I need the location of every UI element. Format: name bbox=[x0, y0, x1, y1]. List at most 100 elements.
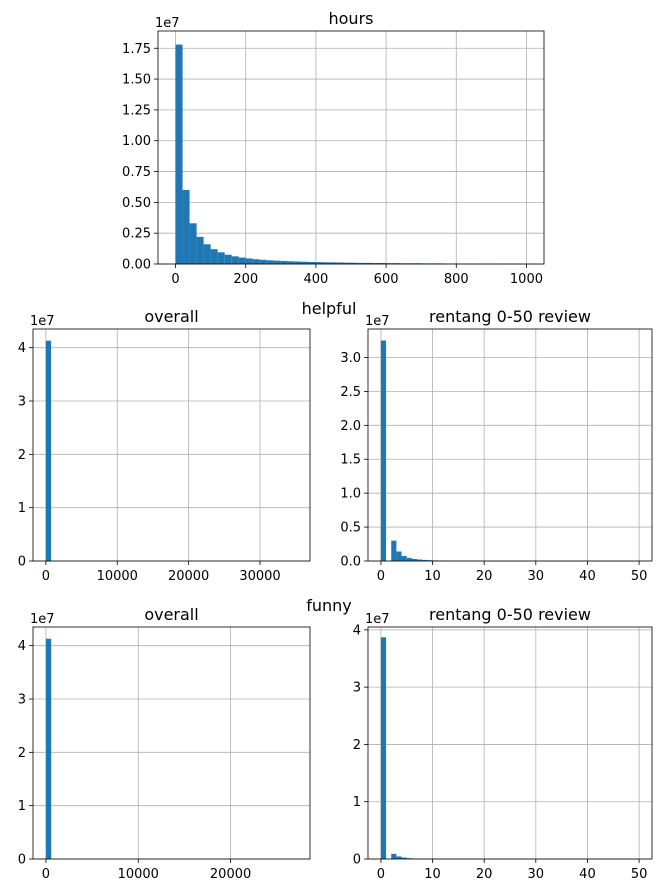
suptitle-helpful: helpful bbox=[302, 299, 357, 318]
y-tick-label: 4 bbox=[18, 341, 26, 356]
y-tick-label: 1 bbox=[353, 795, 361, 810]
chart-panels: 0 200 400 600 800 10000.000.250.500.751.001.2… bbox=[18, 9, 653, 882]
chart-title: overall bbox=[144, 605, 198, 624]
histogram-bar bbox=[315, 262, 323, 264]
plot-frame bbox=[157, 30, 545, 265]
chart-title: overall bbox=[144, 307, 198, 326]
histogram-bar bbox=[329, 262, 337, 264]
y-tick-label: 1.25 bbox=[122, 103, 151, 118]
histogram-bar bbox=[287, 261, 295, 264]
x-tick-label: 0 bbox=[377, 867, 385, 882]
histogram-bar bbox=[396, 856, 402, 859]
x-tick-label: 40 bbox=[579, 867, 596, 882]
x-tick-label: 600 bbox=[374, 272, 399, 287]
histogram-bar bbox=[266, 260, 274, 264]
y-tick-label: 3 bbox=[18, 395, 26, 410]
y-offset-label: 1e7 bbox=[365, 314, 390, 329]
y-tick-label: 4 bbox=[353, 623, 361, 638]
histogram-bar bbox=[238, 257, 246, 264]
x-tick-label: 0 bbox=[42, 569, 50, 584]
plot-frame bbox=[367, 626, 653, 860]
x-tick-label: 10000 bbox=[118, 867, 159, 882]
chart-helpful-overall: 0 10000 20000 30000 0 1 2 3 4 1e7 overall bbox=[18, 307, 311, 584]
y-tick-label: 4 bbox=[18, 639, 26, 654]
y-tick-label: 0.00 bbox=[122, 258, 151, 273]
x-tick-label: 0 bbox=[42, 867, 50, 882]
histogram-bar bbox=[393, 263, 401, 264]
y-offset-label: 1e7 bbox=[30, 314, 55, 329]
histogram-bar bbox=[372, 263, 380, 264]
y-offset-label: 1e7 bbox=[155, 16, 180, 31]
histogram-bar bbox=[322, 262, 330, 264]
x-tick-label: 20000 bbox=[168, 569, 209, 584]
y-tick-label: 2.0 bbox=[340, 419, 361, 434]
histogram-bar bbox=[273, 260, 281, 264]
y-tick-label: 1.5 bbox=[340, 453, 361, 468]
plot-frame bbox=[367, 328, 653, 562]
x-tick-label: 30 bbox=[528, 867, 545, 882]
y-tick-label: 0.25 bbox=[122, 227, 151, 242]
chart-title: rentang 0-50 review bbox=[429, 605, 591, 624]
y-tick-label: 2 bbox=[18, 448, 26, 463]
histogram-bar bbox=[308, 262, 316, 264]
x-tick-label: 200 bbox=[233, 272, 258, 287]
y-tick-label: 3 bbox=[18, 693, 26, 708]
histogram-bar bbox=[203, 244, 211, 264]
histogram-bar bbox=[427, 560, 433, 561]
x-tick-label: 0 bbox=[171, 272, 179, 287]
x-tick-label: 800 bbox=[444, 272, 469, 287]
y-tick-label: 0.50 bbox=[122, 196, 151, 211]
histogram-bar bbox=[182, 190, 190, 264]
x-tick-label: 10 bbox=[424, 569, 441, 584]
histogram-bar bbox=[386, 263, 394, 264]
y-tick-label: 1.50 bbox=[122, 73, 151, 88]
x-tick-label: 20 bbox=[476, 867, 493, 882]
histogram-bar bbox=[406, 858, 412, 859]
y-tick-label: 0 bbox=[353, 853, 361, 868]
x-tick-label: 20000 bbox=[210, 867, 251, 882]
x-tick-label: 50 bbox=[631, 867, 648, 882]
histogram-bar bbox=[391, 540, 397, 561]
histogram-bar bbox=[294, 261, 302, 264]
histogram-bar bbox=[175, 44, 183, 264]
y-tick-label: 3 bbox=[353, 681, 361, 696]
histogram-bar bbox=[365, 262, 373, 264]
y-tick-label: 3.0 bbox=[340, 351, 361, 366]
y-tick-label: 0.75 bbox=[122, 165, 151, 180]
histogram-bar bbox=[336, 262, 344, 264]
y-tick-label: 0 bbox=[18, 555, 26, 570]
histogram-bar bbox=[210, 249, 218, 264]
y-offset-label: 1e7 bbox=[365, 612, 390, 627]
histogram-bar bbox=[189, 223, 197, 264]
histogram-bar bbox=[45, 340, 52, 561]
histogram-bar bbox=[406, 557, 412, 561]
histogram-bar bbox=[422, 559, 428, 561]
histogram-bar bbox=[45, 638, 52, 859]
histogram-bar bbox=[358, 262, 366, 264]
chart-hours: 0 200 400 600 800 1000 0.00 0.25 0.50 0.75 1.00 1.2… bbox=[122, 9, 545, 287]
chart-title: rentang 0-50 review bbox=[429, 307, 591, 326]
y-tick-label: 1.00 bbox=[122, 134, 151, 149]
x-tick-label: 10 bbox=[424, 867, 441, 882]
y-offset-label: 1e7 bbox=[30, 612, 55, 627]
chart-helpful-range: 0 10 20 30 40 50 0.0 0.5 1.0 1.5 2.0 2.5 3.0 1e7 renta… bbox=[340, 307, 653, 584]
histogram-bar bbox=[417, 559, 423, 561]
suptitle-funny: funny bbox=[306, 596, 352, 615]
plot-frame bbox=[32, 626, 311, 860]
x-tick-label: 40 bbox=[579, 569, 596, 584]
histogram-bar bbox=[396, 551, 402, 561]
x-tick-label: 1000 bbox=[510, 272, 543, 287]
x-tick-label: 0 bbox=[377, 569, 385, 584]
histogram-bar bbox=[252, 259, 260, 264]
y-tick-label: 1.75 bbox=[122, 42, 151, 57]
plot-frame bbox=[32, 328, 311, 562]
x-tick-label: 20 bbox=[476, 569, 493, 584]
x-tick-label: 30 bbox=[528, 569, 545, 584]
y-tick-label: 0 bbox=[18, 853, 26, 868]
y-tick-label: 1 bbox=[18, 501, 26, 516]
histogram-bar bbox=[301, 261, 309, 264]
y-tick-label: 2.5 bbox=[340, 385, 361, 400]
x-tick-label: 30000 bbox=[239, 569, 280, 584]
y-tick-label: 0.5 bbox=[340, 521, 361, 536]
